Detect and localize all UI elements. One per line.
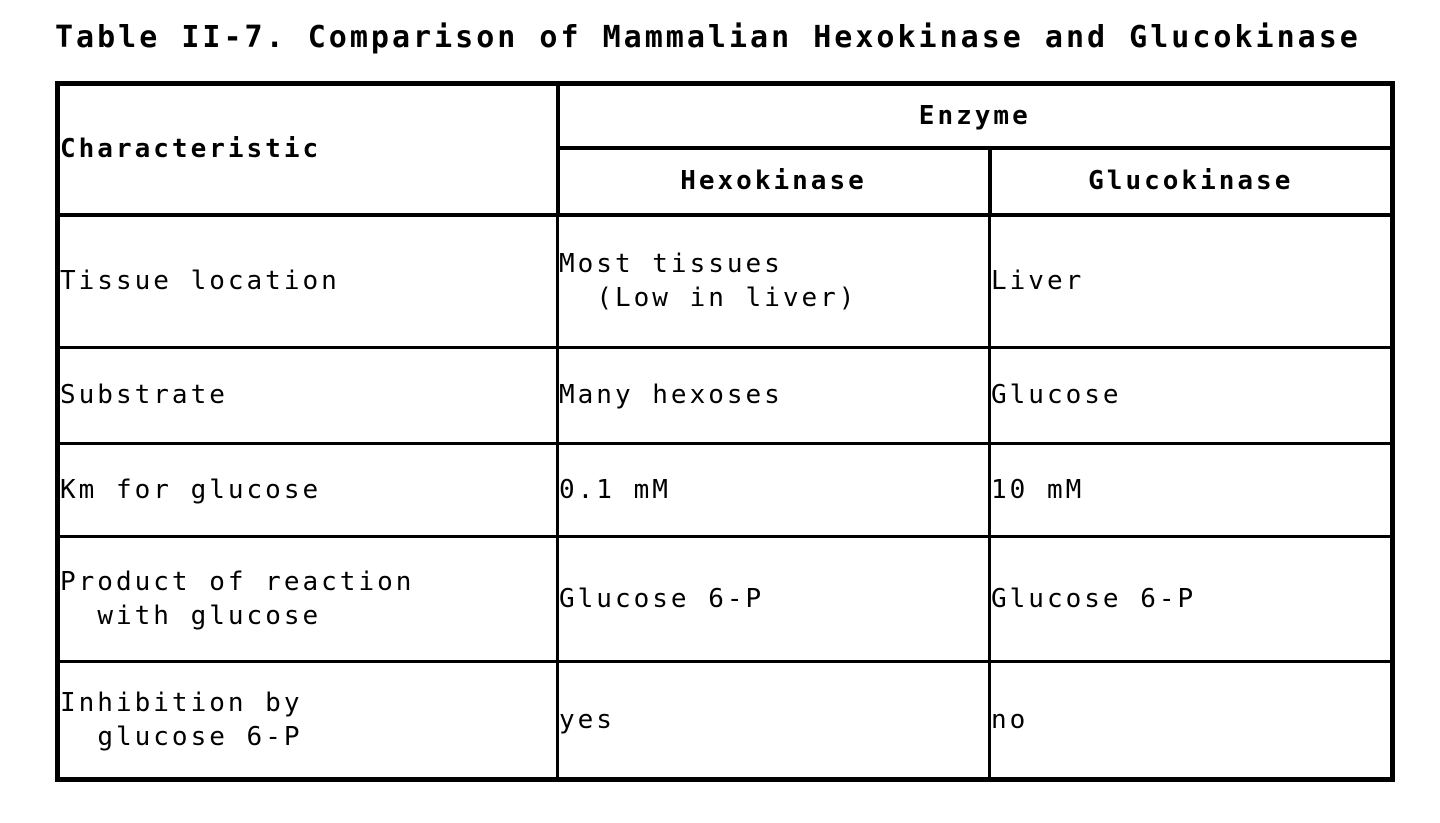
- header-cell-enzyme-group: Enzyme: [555, 81, 1395, 150]
- row-cell-hexokinase: 0.1 mM: [556, 442, 991, 538]
- row-cell-characteristic: Inhibition by glucose 6-P: [56, 660, 559, 781]
- table-row: Inhibition by glucose 6-P yes no: [56, 660, 1395, 781]
- row-cell-characteristic: Product of reaction with glucose: [56, 535, 559, 663]
- row-cell-glucokinase: Glucose: [987, 346, 1395, 445]
- row-cell-glucokinase: Glucose 6-P: [987, 535, 1395, 663]
- header-row-enzyme: Characteristic Enzyme: [55, 81, 1395, 217]
- page-title: Table II-7. Comparison of Mammalian Hexo…: [55, 20, 1361, 55]
- table-row: Substrate Many hexoses Glucose: [56, 346, 1395, 445]
- row-cell-hexokinase: Most tissues (Low in liver): [556, 213, 991, 349]
- row-cell-characteristic: Substrate: [56, 346, 559, 445]
- table-row: Product of reaction with glucose Glucose…: [56, 535, 1395, 663]
- header-cell-characteristic: Characteristic: [55, 81, 560, 217]
- row-cell-glucokinase: 10 mM: [987, 442, 1395, 538]
- header-cell-hexokinase: Hexokinase: [555, 145, 992, 217]
- row-cell-glucokinase: Liver: [987, 213, 1395, 349]
- header-cell-glucokinase: Glucokinase: [987, 145, 1395, 217]
- row-cell-hexokinase: yes: [556, 660, 991, 781]
- row-cell-characteristic: Km for glucose: [56, 442, 559, 538]
- row-cell-hexokinase: Glucose 6-P: [556, 535, 991, 663]
- table-row: Km for glucose 0.1 mM 10 mM: [56, 442, 1395, 538]
- table-row: Tissue location Most tissues (Low in liv…: [56, 213, 1395, 349]
- row-cell-hexokinase: Many hexoses: [556, 346, 991, 445]
- row-cell-characteristic: Tissue location: [56, 213, 559, 349]
- header-row-subcolumns: Hexokinase Glucokinase: [58, 145, 1395, 217]
- comparison-table: Characteristic Enzyme Hexokinase Glucoki…: [55, 81, 1396, 782]
- row-cell-glucokinase: no: [987, 660, 1395, 781]
